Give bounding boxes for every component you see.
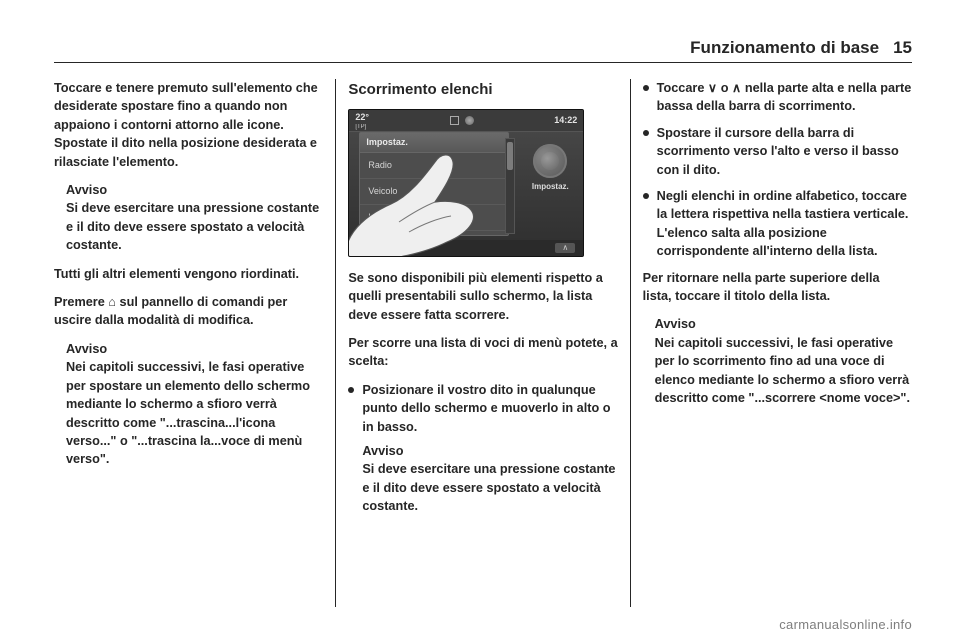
bullet-dot-icon (348, 387, 354, 393)
footer-watermark: carmanualsonline.info (779, 617, 912, 632)
temp-value: 22° (355, 112, 369, 122)
bullet-item: Posizionare il vostro dito in qualunque … (348, 381, 617, 516)
status-icon (465, 116, 474, 125)
col2-para-2: Per scorre una lista di voci di menù pot… (348, 334, 617, 371)
column-3: Toccare ∨ o ∧ nella parte alta e nella p… (631, 79, 912, 607)
shot-scroll-thumb (507, 142, 513, 170)
manual-page: Funzionamento di base 15 Toccare e tener… (0, 0, 960, 642)
col1-para-1: Toccare e tenere premuto sull'elemento c… (54, 79, 323, 171)
shot-side-shortcut: Impostaz. (527, 144, 573, 193)
text-fragment: o (717, 81, 732, 95)
shot-scrollbar (505, 138, 515, 234)
avviso-label: Avviso (66, 342, 107, 356)
page-header: Funzionamento di base 15 (54, 38, 912, 63)
shot-temp: 22° [TP] (355, 111, 369, 130)
bullet-text: Spostare il cursore della barra di scorr… (657, 124, 912, 179)
shot-list-row: Veicolo (360, 179, 508, 205)
col3-para-1: Per ritornare nella parte superiore dell… (643, 269, 912, 306)
bullet-dot-icon (643, 85, 649, 91)
text-fragment: Premere (54, 295, 108, 309)
avviso-body: Nei capitoli successivi, le fasi operati… (655, 336, 910, 405)
col3-bullets: Toccare ∨ o ∧ nella parte alta e nella p… (643, 79, 912, 261)
bullet-text: Negli elenchi in ordine alfabetico, tocc… (657, 187, 912, 261)
home-icon: ⌂ (108, 295, 116, 309)
shot-time: 14:22 (554, 114, 577, 127)
col1-para-2: Tutti gli altri elementi vengono riordin… (54, 265, 323, 283)
chevron-up-icon: ∧ (555, 243, 575, 253)
shot-list-row: letooth (360, 205, 508, 231)
bullet-item: Negli elenchi in ordine alfabetico, tocc… (643, 187, 912, 261)
col2-subhead: Scorrimento elenchi (348, 79, 617, 101)
shot-bottom-bar: ∧ (349, 240, 583, 256)
col3-avviso: Avviso Nei capitoli successivi, le fasi … (643, 315, 912, 407)
touchscreen-screenshot: 22° [TP] 14:22 Impostaz. Radio Veicolo l… (348, 109, 584, 257)
chevron-down-icon: ∨ (708, 81, 717, 95)
column-2: Scorrimento elenchi 22° [TP] 14:22 Impos… (336, 79, 630, 607)
header-page-number: 15 (893, 38, 912, 58)
shot-side-label: Impostaz. (527, 181, 573, 193)
shot-list-panel: Impostaz. Radio Veicolo letooth (359, 132, 509, 236)
avviso-label: Avviso (66, 183, 107, 197)
col2-bullets: Posizionare il vostro dito in qualunque … (348, 381, 617, 516)
avviso-body: Nei capitoli successivi, le fasi operati… (66, 360, 310, 466)
tp-indicator: [TP] (355, 124, 369, 130)
shot-status-icons (450, 116, 474, 125)
shot-list-row: Radio (360, 153, 508, 179)
header-title: Funzionamento di base (690, 38, 879, 58)
col1-para-3: Premere ⌂ sul pannello di comandi per us… (54, 293, 323, 330)
bullet-dot-icon (643, 130, 649, 136)
gear-icon (533, 144, 567, 178)
bullet-text: Toccare ∨ o ∧ nella parte alta e nella p… (657, 79, 912, 116)
shot-statusbar: 22° [TP] 14:22 (349, 110, 583, 132)
col2-avviso: Avviso Si deve esercitare una pressione … (362, 442, 617, 516)
avviso-body: Si deve esercitare una pressione costant… (362, 462, 615, 513)
col1-avviso-2: Avviso Nei capitoli successivi, le fasi … (54, 340, 323, 469)
column-1: Toccare e tenere premuto sull'elemento c… (54, 79, 336, 607)
bullet-dot-icon (643, 193, 649, 199)
text-fragment: Toccare (657, 81, 708, 95)
bullet-item: Spostare il cursore della barra di scorr… (643, 124, 912, 179)
status-icon (450, 116, 459, 125)
avviso-label: Avviso (655, 317, 696, 331)
shot-panel-title: Impostaz. (360, 133, 508, 153)
col1-avviso-1: Avviso Si deve esercitare una pressione … (54, 181, 323, 255)
bullet-item: Toccare ∨ o ∧ nella parte alta e nella p… (643, 79, 912, 116)
col2-para-1: Se sono disponibili più elementi rispett… (348, 269, 617, 324)
bullet-text: Posizionare il vostro dito in qualunque … (362, 383, 610, 434)
avviso-body: Si deve esercitare una pressione costant… (66, 201, 319, 252)
avviso-label: Avviso (362, 442, 617, 460)
chevron-up-icon: ∧ (732, 81, 741, 95)
columns: Toccare e tenere premuto sull'elemento c… (54, 79, 912, 607)
